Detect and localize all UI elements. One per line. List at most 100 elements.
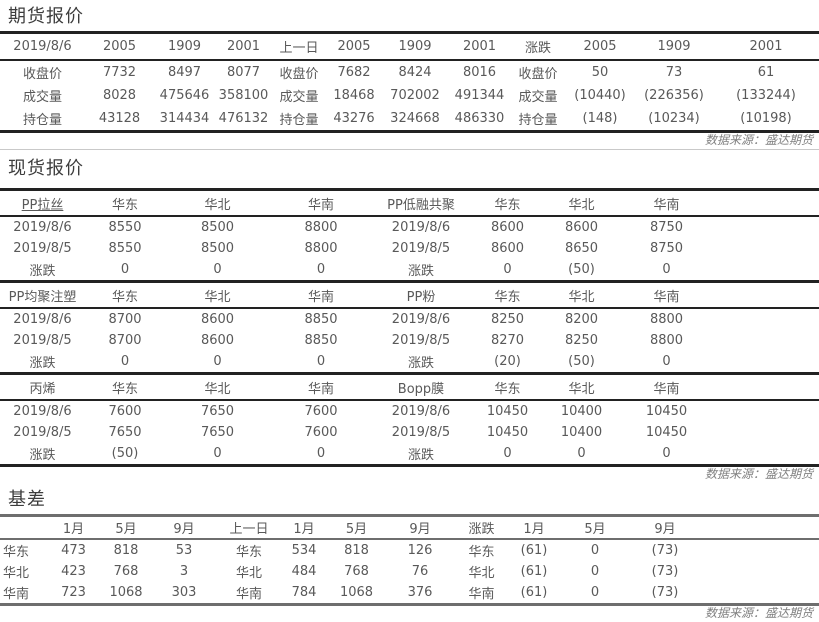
data-cell — [700, 582, 819, 605]
data-cell: (20) — [494, 354, 521, 369]
header-cell: 华东 — [111, 289, 138, 305]
data-cell: 784 — [291, 585, 317, 600]
table-header-row: 丙烯 华东 华北 华南 Bopp膜 华东 华北 华南 — [0, 374, 819, 400]
data-cell: 0 — [120, 354, 130, 369]
data-cell: 534 — [291, 543, 317, 558]
data-cell: 2019/8/5 — [391, 333, 451, 348]
data-cell: 0 — [503, 262, 512, 277]
data-cell: 818 — [113, 543, 139, 558]
data-cell: 0 — [503, 446, 512, 461]
table-row: 华东 473 818 53 华东 534 818 126 华东 (61) 0 (73) — [0, 539, 819, 561]
header-cell: PP粉 — [406, 289, 436, 305]
data-cell: 持仓量 — [518, 113, 558, 128]
data-cell: (50) — [568, 262, 595, 277]
data-cell: 10450 — [486, 404, 529, 419]
data-cell: (73) — [651, 585, 679, 600]
data-cell: 10400 — [560, 404, 603, 419]
data-cell: 3 — [179, 564, 189, 579]
spot-table-pp-lasi: PP拉丝 华东 华北 华南 PP低融共聚 华东 华北 华南 2019/8/6 8550 8500 88… — [0, 188, 819, 280]
header-cell: 华东 — [494, 381, 521, 397]
data-cell: 成交量 — [22, 90, 62, 105]
data-cell: 8800 — [304, 241, 338, 256]
header-cell: 华南 — [653, 381, 680, 397]
header-cell: 5月 — [345, 522, 368, 537]
header-cell: 华北 — [204, 381, 231, 397]
data-cell: 8650 — [564, 241, 599, 256]
data-cell: 473 — [61, 543, 86, 558]
data-cell — [700, 561, 819, 582]
data-cell: 8028 — [102, 88, 137, 103]
data-cell: 8250 — [490, 312, 525, 327]
header-cell: 1月 — [293, 522, 315, 537]
header-cell: 1月 — [62, 522, 85, 537]
futures-data-source: 数据来源：盛达期货 — [0, 133, 819, 150]
header-cell: 涨跌 — [524, 41, 551, 56]
data-cell: 8750 — [649, 220, 684, 235]
data-cell: (61) — [520, 585, 548, 600]
data-cell: 华东 — [235, 545, 262, 560]
table-row: 成交量 8028 475646 358100 成交量 18468 702002 491344 成… — [0, 84, 819, 107]
futures-section-title: 期货报价 — [8, 6, 84, 27]
table-row: 华南 723 1068 303 华南 784 1068 376 华南 (61) 0 (73) — [0, 582, 819, 605]
data-cell: 61 — [757, 65, 775, 80]
header-cell: 华东 — [111, 381, 138, 397]
data-cell: 0 — [120, 262, 130, 277]
data-cell: 50 — [591, 65, 609, 80]
data-cell: 持仓量 — [279, 113, 319, 128]
data-cell: 0 — [577, 446, 586, 461]
data-cell: 0 — [662, 354, 671, 369]
data-cell: 76 — [411, 564, 429, 579]
header-cell: 华北 — [204, 197, 231, 213]
header-cell: 华北 — [204, 289, 231, 305]
data-cell: 8700 — [108, 312, 142, 327]
data-cell: 8200 — [564, 312, 599, 327]
data-cell — [715, 330, 819, 351]
data-cell: 8800 — [649, 333, 684, 348]
data-cell: 126 — [407, 543, 433, 558]
data-cell: 8497 — [167, 65, 202, 80]
data-cell — [715, 238, 819, 259]
header-cell: 上一日 — [279, 41, 319, 56]
data-cell: 7650 — [200, 404, 235, 419]
data-cell: 358100 — [218, 88, 269, 103]
spot-data-source: 数据来源：盛达期货 — [704, 467, 813, 481]
header-cell: PP均聚注塑 — [8, 289, 77, 305]
data-cell: 8850 — [304, 333, 338, 348]
data-cell: 涨跌 — [407, 356, 434, 371]
data-cell: 0 — [590, 564, 600, 579]
data-cell: (73) — [651, 564, 679, 579]
data-cell: 8800 — [649, 312, 684, 327]
data-cell: (10440) — [574, 88, 626, 103]
header-cell — [700, 516, 819, 540]
data-cell: 2019/8/5 — [391, 425, 451, 440]
data-cell: 484 — [291, 564, 317, 579]
data-cell: 2019/8/6 — [391, 220, 451, 235]
header-cell: 9月 — [173, 522, 195, 537]
section-futures-quotes: 期货报价 2019/8/6 2005 1909 2001 上一日 2005 1909 2001… — [0, 2, 819, 150]
data-cell: 8600 — [564, 220, 599, 235]
table-row: 华北 423 768 3 华北 484 768 76 华北 (61) 0 (73) — [0, 561, 819, 582]
data-cell: 8077 — [226, 65, 261, 80]
data-cell: 491344 — [454, 88, 505, 103]
data-cell: (226356) — [644, 88, 704, 103]
data-cell: 收盘价 — [518, 67, 558, 82]
data-cell: 2019/8/6 — [13, 404, 72, 419]
data-cell: 0 — [316, 446, 326, 461]
data-cell: 8800 — [304, 220, 338, 235]
header-cell: 9月 — [409, 522, 431, 537]
data-cell: 818 — [344, 543, 369, 558]
data-cell: 2019/8/5 — [13, 241, 72, 256]
data-cell: 7650 — [108, 425, 142, 440]
data-cell — [700, 539, 819, 561]
header-cell: 2001 — [462, 39, 497, 54]
data-cell: (50) — [568, 354, 595, 369]
data-cell: (61) — [520, 564, 548, 579]
data-cell: 涨跌 — [29, 448, 56, 463]
basis-data-source: 数据来源：盛达期货 — [704, 606, 813, 620]
data-cell: 303 — [171, 585, 197, 600]
data-cell: 53 — [175, 543, 193, 558]
header-cell: 华南 — [307, 197, 334, 213]
data-cell: 1068 — [109, 585, 143, 600]
data-cell: 475646 — [159, 88, 210, 103]
data-cell: 0 — [662, 446, 671, 461]
